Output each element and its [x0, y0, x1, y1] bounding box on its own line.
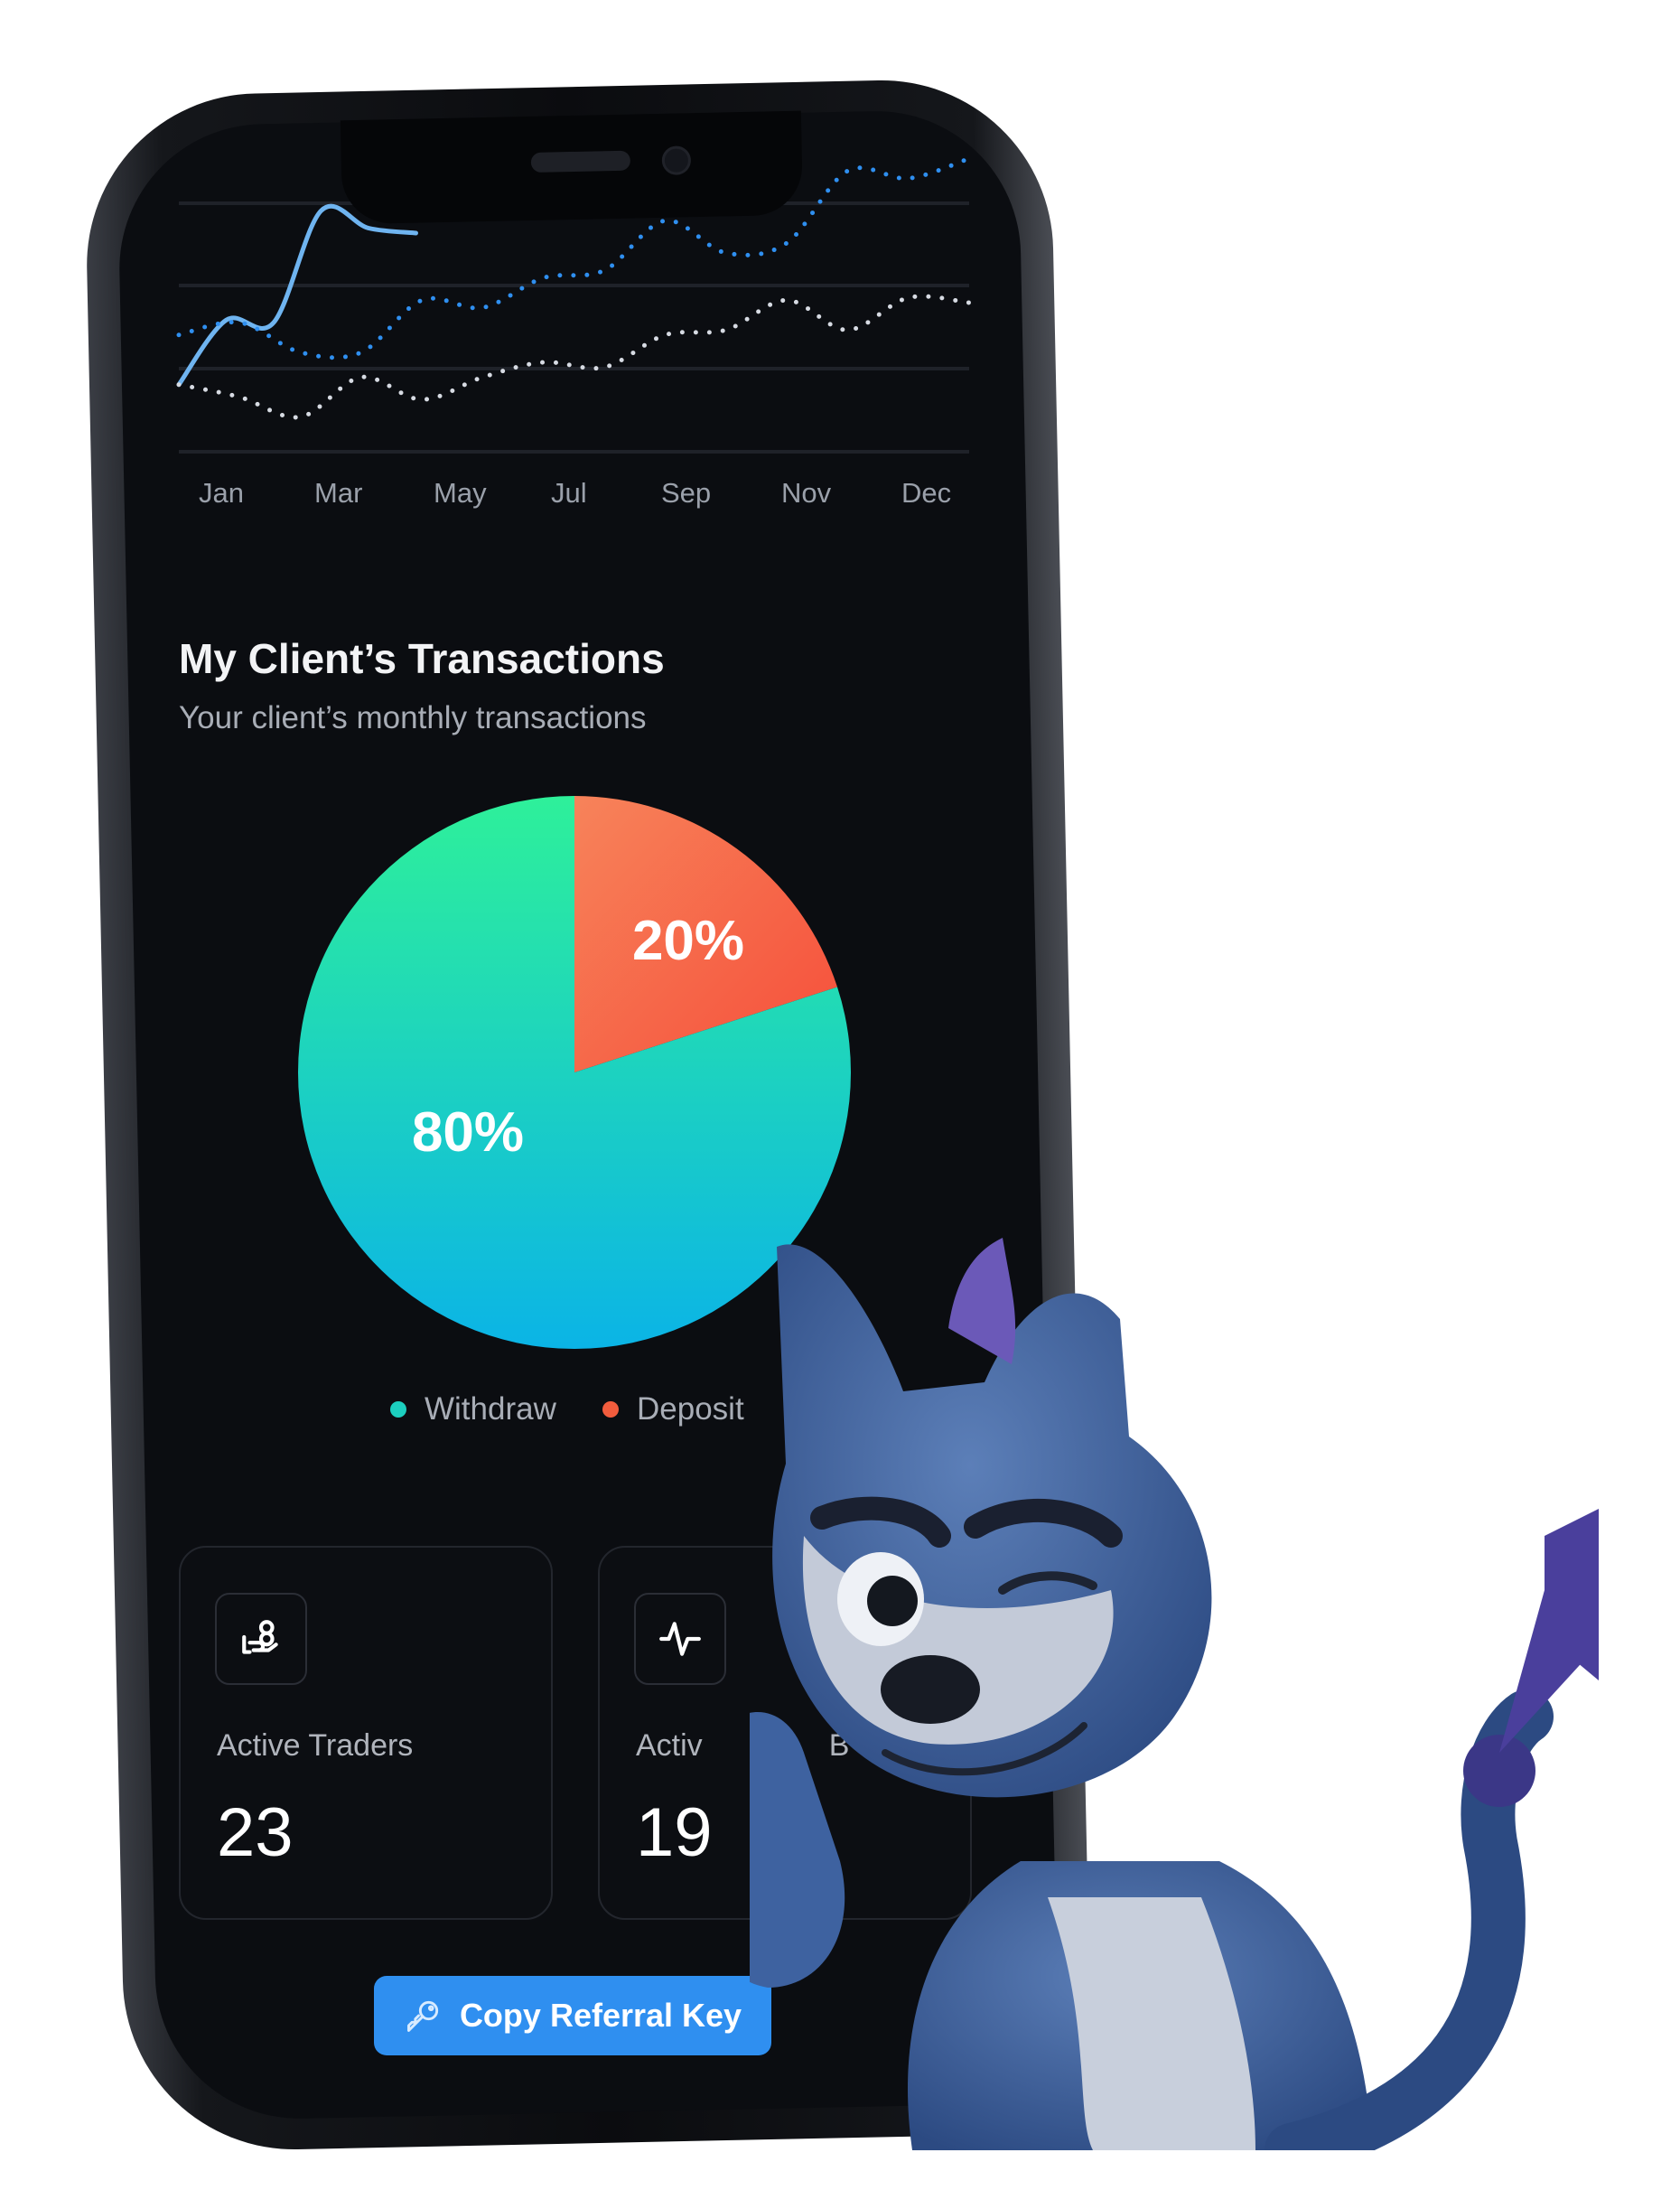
- legend-dot: [390, 1401, 406, 1418]
- legend-label: Deposit: [637, 1391, 744, 1427]
- card-label: Activ B: [636, 1728, 849, 1764]
- legend-withdraw: Withdraw: [390, 1391, 556, 1427]
- copy-referral-key-button[interactable]: Copy Referral Key: [374, 1976, 771, 2055]
- stat-card-active-traders[interactable]: Active Traders 23: [179, 1546, 553, 1920]
- legend-dot: [602, 1401, 619, 1418]
- front-camera: [661, 145, 692, 175]
- legend-label: Withdraw: [425, 1391, 556, 1427]
- series-line-0: [176, 203, 418, 388]
- activity-pulse-icon: [634, 1593, 726, 1685]
- card-value: 19: [636, 1794, 713, 1871]
- key-icon: [406, 2000, 439, 2032]
- series-line-2: [176, 294, 972, 420]
- x-tick-label: Dec: [901, 477, 952, 509]
- card-label: Active Traders: [217, 1728, 414, 1763]
- card-value: 23: [217, 1794, 294, 1871]
- button-label: Copy Referral Key: [459, 1997, 742, 2034]
- speaker: [530, 150, 631, 173]
- mascot-illustration: [750, 1238, 1599, 2150]
- notch: [340, 110, 804, 225]
- line-chart: [176, 156, 972, 454]
- pie-slice-withdraw: [298, 796, 852, 1349]
- pie-chart: 20% 80%: [298, 796, 852, 1349]
- x-tick-label: Jul: [551, 477, 587, 509]
- pie-label-deposit: 20%: [632, 910, 744, 972]
- section-title: My Client’s Transactions: [179, 635, 665, 682]
- card-label-start: Activ: [636, 1728, 703, 1763]
- legend-deposit: Deposit: [602, 1391, 744, 1427]
- section-subtitle: Your client’s monthly transactions: [179, 700, 647, 735]
- pie-slice-deposit: [574, 796, 838, 1072]
- x-tick-label: May: [434, 477, 487, 509]
- pie-label-withdraw: 80%: [412, 1101, 524, 1164]
- series-line-1: [176, 156, 972, 360]
- x-tick-label: Nov: [781, 477, 832, 509]
- x-tick-label: Sep: [661, 477, 712, 509]
- x-tick-label: Mar: [314, 477, 363, 509]
- hand-coins-icon: [215, 1593, 307, 1685]
- x-tick-label: Jan: [199, 477, 244, 509]
